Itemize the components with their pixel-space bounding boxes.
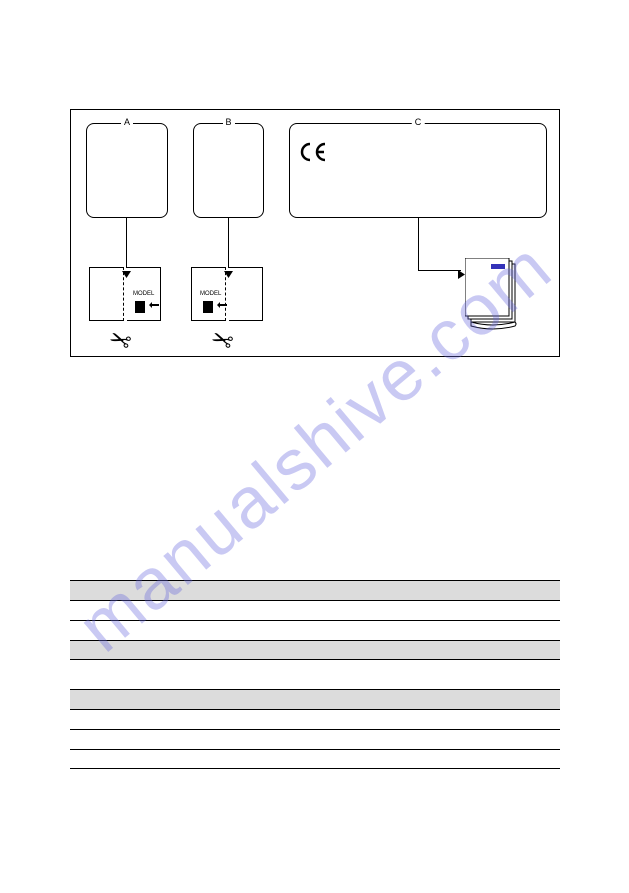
label-card-b: MODEL: [191, 267, 263, 321]
connector-line-b: [228, 218, 229, 268]
fold-line: [123, 267, 124, 321]
scissors-icon: ✂: [104, 322, 135, 359]
arrow-left-icon: [217, 295, 227, 313]
arrow-right-icon: [458, 266, 465, 284]
card-flap: [229, 267, 263, 321]
table-row: [70, 709, 560, 729]
table-row: [70, 580, 560, 600]
label-sticker: [203, 301, 213, 313]
label-box-c: C: [289, 123, 547, 218]
card-flap: [89, 267, 123, 321]
box-label-a: A: [121, 117, 133, 127]
label-card-a: MODEL: [89, 267, 161, 321]
connector-line-c-horiz: [418, 270, 461, 271]
box-label-b: B: [222, 117, 234, 127]
ce-mark-icon: [300, 142, 328, 168]
connector-line-c: [418, 218, 419, 271]
table-row: [70, 620, 560, 640]
table-bands: [70, 580, 560, 769]
instruction-diagram: A B C MODEL: [70, 109, 560, 357]
arrow-left-icon: [149, 295, 159, 313]
scissors-icon: ✂: [206, 322, 237, 359]
table-row: [70, 689, 560, 709]
table-row: [70, 600, 560, 620]
label-box-a: A: [86, 123, 168, 218]
label-box-b: B: [193, 123, 264, 218]
booklet-icon: [465, 258, 523, 330]
connector-line-a: [126, 218, 127, 268]
table-row: [70, 640, 560, 660]
box-label-c: C: [412, 117, 425, 127]
table-gap: [70, 660, 560, 689]
table-row: [70, 729, 560, 749]
label-sticker: [135, 301, 145, 313]
table-row: [70, 749, 560, 769]
